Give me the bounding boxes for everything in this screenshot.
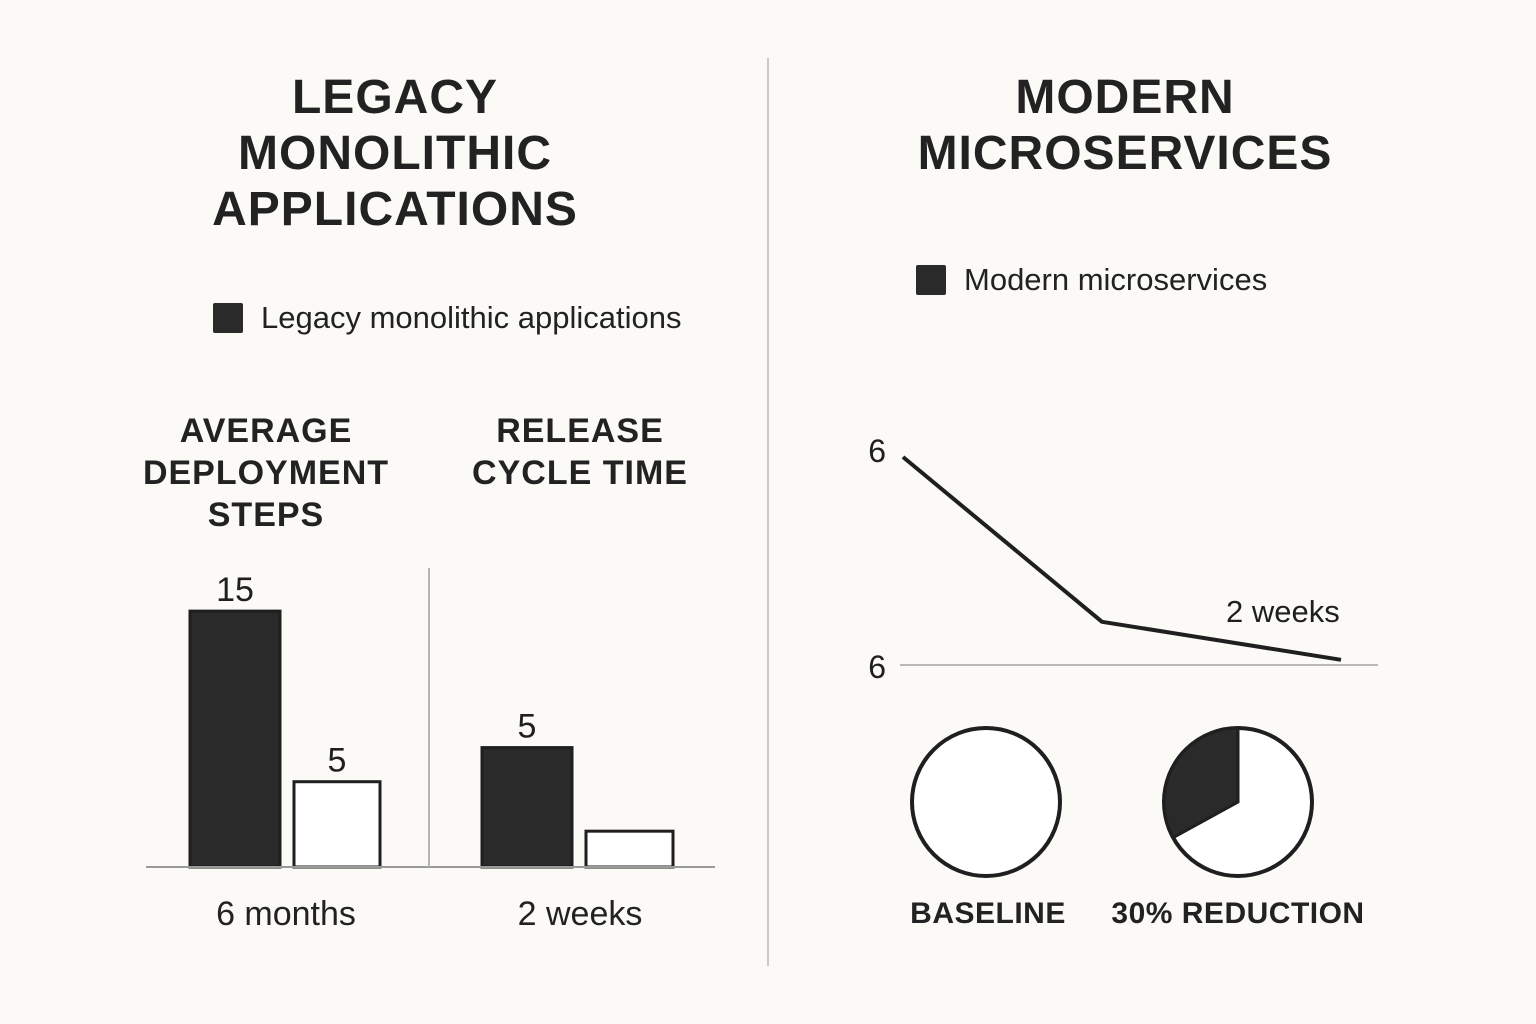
right-title-line: MICROSERVICES <box>917 127 1333 180</box>
pie-slice-1 <box>1162 726 1240 840</box>
bar-1-1 <box>584 829 675 869</box>
right-panel-title: MODERN MICROSERVICES <box>880 70 1370 182</box>
right-legend-label: Modern microservices <box>964 262 1268 297</box>
subtitle-line: DEPLOYMENT <box>142 454 390 492</box>
right-legend-swatch <box>916 265 946 295</box>
subtitle-line: RELEASE <box>496 412 664 450</box>
y-tick-label: 6 <box>868 433 886 469</box>
left-legend-label: Legacy monolithic applications <box>261 300 682 335</box>
left-legend: Legacy monolithic applications <box>213 300 681 336</box>
bar-0-0 <box>188 609 282 869</box>
left-panel-title: LEGACY MONOLITHIC APPLICATIONS <box>150 70 640 238</box>
bar-value-label: 15 <box>216 571 254 609</box>
bar-value-label: 5 <box>328 742 347 780</box>
subtitle-deployment-steps: AVERAGE DEPLOYMENT STEPS <box>116 410 416 536</box>
line-chart: 6 6 2 weeks <box>868 433 1378 878</box>
right-legend: Modern microservices <box>916 262 1267 298</box>
line-series <box>901 455 1342 662</box>
left-title-line: APPLICATIONS <box>212 183 578 236</box>
subtitle-release-cycle: RELEASE CYCLE TIME <box>440 410 720 494</box>
panel-divider <box>767 58 769 966</box>
pie-outline-0 <box>910 726 1062 878</box>
baseline-caption: BASELINE <box>910 897 1066 930</box>
bar-1-0 <box>480 746 574 869</box>
xlabel-two-weeks: 2 weeks <box>517 895 643 933</box>
subtitle-line: STEPS <box>207 496 325 534</box>
xlabel-six-months: 6 months <box>216 895 356 933</box>
line-annotation: 2 weeks <box>1226 594 1340 629</box>
right-title-line: MODERN <box>1015 71 1235 124</box>
bar-value-label: 5 <box>518 708 537 746</box>
y-tick-label: 6 <box>868 649 886 685</box>
left-title-line: LEGACY <box>291 71 498 124</box>
reduction-caption: 30% REDUCTION <box>1111 897 1365 930</box>
left-legend-swatch <box>213 303 243 333</box>
bar-0-1 <box>292 780 382 869</box>
subtitle-line: AVERAGE <box>179 412 353 450</box>
left-title-line: MONOLITHIC <box>238 127 552 180</box>
subtitle-line: CYCLE TIME <box>472 454 688 492</box>
